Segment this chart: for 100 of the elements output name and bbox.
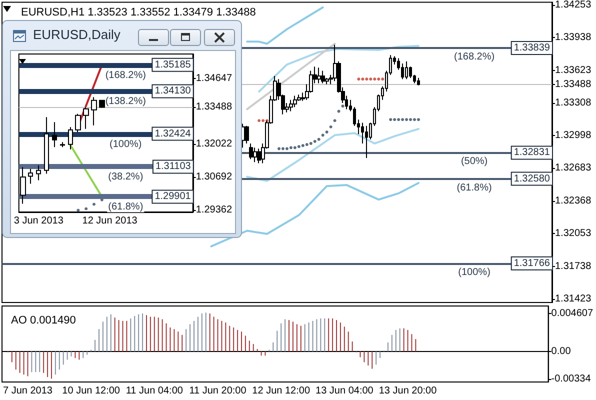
point — [413, 118, 416, 122]
candlestick — [245, 125, 249, 144]
x-tick-label: 12 Jun 12:00 — [252, 386, 310, 396]
annotation: (168.2%) — [454, 52, 495, 63]
candlestick — [91, 96, 97, 126]
y-tick-label: 1.30692 — [196, 172, 232, 183]
candlestick — [405, 60, 408, 80]
y-tick-label: 1.33488 — [555, 78, 592, 90]
candlestick — [52, 122, 57, 148]
point — [325, 130, 328, 134]
point — [84, 207, 88, 210]
point — [389, 118, 392, 122]
candlestick — [60, 142, 65, 148]
point — [92, 202, 96, 206]
candlestick — [289, 99, 293, 112]
x-tick-label: 13 Jun 20:00 — [378, 386, 438, 396]
point — [416, 118, 420, 122]
point — [293, 146, 296, 150]
y-tick-label: 1.31738 — [555, 260, 592, 272]
point — [277, 147, 280, 150]
x-tick-label: 12 Jun 2013 — [82, 216, 138, 226]
point — [393, 118, 396, 122]
text: AO 0.001490 — [11, 314, 76, 326]
point — [76, 208, 80, 212]
x-tick-label: 10 Jun 12:00 — [62, 386, 120, 396]
y-tick-label: 1.32053 — [555, 228, 592, 240]
candlestick — [99, 99, 105, 108]
candlestick — [44, 116, 49, 174]
y-tick-label: 1.32683 — [555, 162, 592, 174]
candlestick — [253, 147, 257, 163]
annotation: (61.8%) — [108, 202, 144, 213]
annotation: (100%) — [458, 266, 490, 278]
x-tick-label: 11 Jun 04:00 — [126, 386, 184, 396]
annotation: (50%) — [460, 156, 488, 168]
ref-line-label: 1.31103 — [155, 161, 192, 172]
candlestick — [321, 70, 325, 84]
candlestick — [36, 164, 41, 181]
ref-line-label: 1.33839 — [514, 42, 550, 54]
point — [313, 140, 316, 143]
y-tick-label: 1.33938 — [555, 32, 592, 44]
line-series — [258, 44, 420, 93]
candlestick — [417, 77, 420, 86]
chart-title: EURUSD,H1 1.33523 1.33552 1.33479 1.33488 — [21, 6, 256, 18]
ref-line-label: 1.34130 — [154, 86, 192, 97]
y-tick-label: 1.31423 — [555, 294, 592, 305]
candlestick — [317, 67, 321, 84]
y-tick-label: 1.29362 — [196, 204, 232, 216]
candlestick — [68, 126, 73, 150]
y-tick-label: 0.00 — [551, 346, 572, 357]
point — [381, 78, 384, 81]
candlestick — [249, 142, 253, 160]
ref-line-label: 1.29901 — [154, 191, 192, 202]
point — [409, 118, 412, 122]
y-tick-label: 1.33623 — [555, 64, 592, 76]
y-tick-label: 1.33308 — [555, 98, 592, 109]
point — [361, 78, 364, 81]
ref-line-label: 1.32580 — [514, 173, 550, 184]
y-tick-label: 1.32022 — [196, 138, 232, 150]
annotation: (100%) — [110, 138, 142, 150]
point — [317, 138, 320, 141]
point — [281, 147, 284, 150]
line-series — [246, 128, 420, 182]
ref-line-label: 1.35185 — [154, 59, 192, 70]
candlestick — [293, 95, 297, 108]
candlestick — [365, 125, 368, 159]
y-tick-label: -0.00334 — [551, 374, 592, 385]
point — [301, 144, 304, 148]
point — [258, 119, 261, 122]
point — [337, 110, 340, 113]
point — [309, 142, 312, 145]
point — [357, 78, 360, 81]
point — [305, 143, 308, 146]
x-tick-label: 3 Jun 2013 — [14, 216, 64, 226]
point — [341, 104, 344, 108]
point — [397, 118, 400, 122]
point — [321, 134, 324, 137]
point — [405, 118, 408, 122]
y-tick-label: 1.34253 — [555, 0, 592, 10]
ref-line-label: 1.32424 — [154, 128, 192, 140]
annotation: (168.2%) — [105, 70, 146, 81]
y-tick-label: 0.004607 — [551, 308, 594, 319]
chart-title: EURUSD,Daily — [33, 27, 120, 42]
point — [329, 125, 332, 128]
point — [333, 119, 336, 122]
candlestick — [83, 106, 89, 130]
annotation: (138.2%) — [105, 96, 146, 108]
point — [297, 145, 300, 148]
point — [262, 119, 265, 122]
candlestick — [28, 168, 33, 184]
x-tick-label: 13 Jun 04:00 — [316, 386, 374, 396]
ref-line-label: 1.32831 — [514, 147, 550, 158]
annotation: (61.8%) — [456, 182, 492, 194]
point — [401, 118, 404, 122]
y-tick-label: 1.33488 — [196, 102, 232, 113]
point — [289, 146, 292, 150]
candlestick — [401, 62, 404, 80]
ref-line-label: 1.31766 — [514, 258, 550, 269]
annotation: (38.2%) — [108, 172, 144, 183]
point — [369, 78, 372, 81]
x-tick-label: 7 Jun 2013 — [2, 386, 53, 396]
